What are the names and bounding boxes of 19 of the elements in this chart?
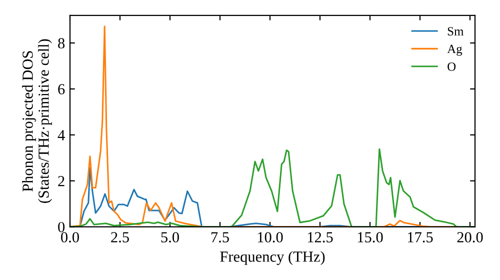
- x-tick-label: 0.0: [61, 232, 79, 242]
- x-tick-label: 7.5: [211, 232, 229, 242]
- y-tick-label: 4: [58, 130, 65, 140]
- y-tick-label: 0: [58, 222, 65, 232]
- y-tick-label: 6: [58, 84, 65, 94]
- x-tick-label: 15.0: [358, 232, 383, 242]
- x-tick-label: 20.0: [457, 232, 483, 242]
- y-axis-title: Phonon projected DOS (States/THz·primitive cell): [22, 39, 52, 203]
- x-tick-label: 2.5: [111, 232, 129, 242]
- x-tick-label: 5.0: [161, 232, 179, 242]
- y-tick-label: 8: [58, 38, 65, 48]
- x-tick-label: 10.0: [258, 232, 283, 242]
- x-tick-label: 17.5: [408, 232, 433, 242]
- legend-label: Ag: [447, 44, 462, 56]
- y-tick-label: 2: [58, 176, 64, 186]
- x-tick-label: 12.5: [308, 232, 333, 242]
- x-axis-title: Frequency (THz): [220, 251, 325, 265]
- legend-label: Sm: [448, 27, 464, 36]
- legend-label: O: [448, 62, 456, 71]
